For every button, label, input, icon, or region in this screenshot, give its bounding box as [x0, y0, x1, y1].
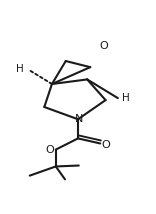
Text: N: N	[74, 114, 83, 124]
Text: H: H	[122, 93, 130, 103]
Text: O: O	[102, 140, 110, 150]
Text: H: H	[16, 64, 24, 74]
Text: O: O	[100, 42, 108, 52]
Text: O: O	[46, 145, 54, 155]
